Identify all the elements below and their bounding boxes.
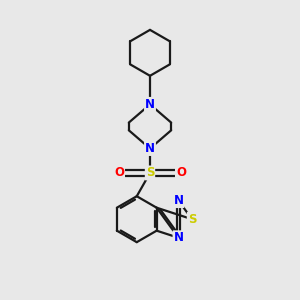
Text: N: N <box>173 231 184 244</box>
Text: S: S <box>188 213 196 226</box>
Text: O: O <box>176 167 186 179</box>
Text: N: N <box>145 142 155 155</box>
Text: S: S <box>146 167 154 179</box>
Text: N: N <box>173 194 184 207</box>
Text: O: O <box>114 167 124 179</box>
Text: N: N <box>145 98 155 111</box>
